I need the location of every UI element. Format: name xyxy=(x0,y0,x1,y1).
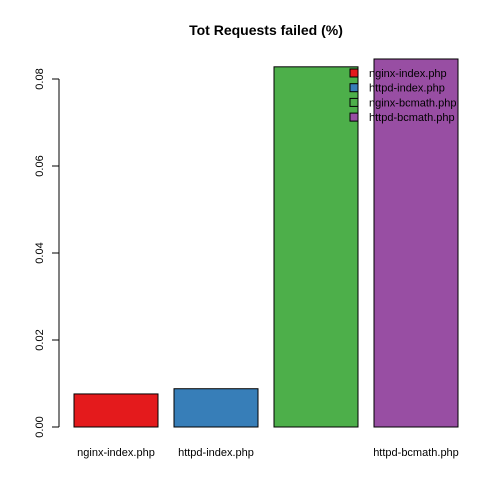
legend-label: httpd-bcmath.php xyxy=(369,112,455,124)
chart-title: Tot Requests failed (%) xyxy=(189,22,343,38)
x-tick-label: nginx-index.php xyxy=(77,447,155,459)
bar-nginx-bcmath-php xyxy=(273,66,359,428)
x-tick-label: httpd-index.php xyxy=(178,447,254,459)
bars xyxy=(73,58,459,428)
bar-httpd-index-php xyxy=(173,388,259,428)
x-tick-label: httpd-bcmath.php xyxy=(373,447,459,459)
legend-label: httpd-index.php xyxy=(369,83,445,95)
bar-httpd-bcmath-php xyxy=(373,58,459,428)
legend-swatch xyxy=(349,97,359,107)
category-labels: nginx-index.php httpd-index.php httpd-bcma… xyxy=(77,447,459,459)
y-tick-label: 0.00 xyxy=(34,416,46,437)
y-tick-label: 0.04 xyxy=(34,242,46,263)
legend-swatch xyxy=(349,83,359,93)
legend-swatch xyxy=(349,112,359,122)
y-axis: 0.00 0.02 0.04 0.06 0.08 xyxy=(34,68,60,438)
legend: nginx-index.php httpd-index.php nginx-bcma… xyxy=(349,68,456,124)
legend-label: nginx-bcmath.php xyxy=(369,97,456,109)
y-tick-label: 0.08 xyxy=(34,68,46,89)
y-tick-label: 0.06 xyxy=(34,155,46,176)
legend-swatch xyxy=(349,68,359,78)
bar-nginx-index-php xyxy=(73,393,159,428)
legend-label: nginx-index.php xyxy=(369,68,447,80)
y-tick-label: 0.02 xyxy=(34,329,46,350)
